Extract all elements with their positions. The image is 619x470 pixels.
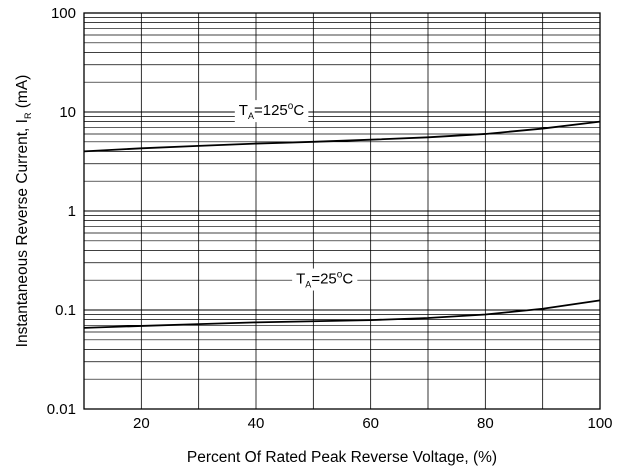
x-tick-label: 80 [477,415,494,432]
y-tick-labels: 0.01 0.1 1 10 100 [47,5,76,418]
series-label-group-1: TA=25oC [292,268,358,291]
series-curve-1 [83,299,601,329]
y-tick-label: 10 [59,104,76,121]
grid-lines [84,13,600,409]
series-label-background-0 [234,100,309,123]
x-tick-label: 60 [362,415,379,432]
series-label-0: TA=125oC [239,101,305,121]
series-label-sub: A [248,111,254,121]
series-label-background-1 [292,268,358,291]
series-label-sup: o [337,270,343,281]
series-label-unit: C [293,102,304,119]
y-tick-label: 100 [51,5,76,22]
y-tick-label: 0.01 [47,401,76,418]
x-axis-label: Percent Of Rated Peak Reverse Voltage, (… [187,449,497,466]
series-label-unit: C [342,271,353,288]
data-curves [83,120,601,329]
series-label-sup: o [288,101,294,112]
series-label-sub: A [305,280,311,290]
y-axis-label-sub: R [23,112,33,119]
y-axis-label-main: Instantaneous Reverse Current, I [14,119,31,347]
series-label-group-0: TA=125oC [234,100,309,123]
y-axis-label-unit: (mA) [14,75,31,113]
series-label-prefix: T [239,102,248,119]
x-tick-label: 100 [587,415,612,432]
y-tick-label: 1 [68,203,76,220]
series-label-1: TA=25oC [296,270,353,290]
series-label-prefix: T [296,271,305,288]
plot-frame [83,12,601,410]
x-tick-label: 40 [248,415,265,432]
series-label-value: =125 [254,102,288,119]
x-tick-labels: 20 40 60 80 100 [133,415,613,432]
y-axis-label: Instantaneous Reverse Current, IR (mA) [14,75,33,348]
series-curve-0 [83,120,601,153]
series-label-value: =25 [311,271,336,288]
x-tick-label: 20 [133,415,150,432]
y-tick-label: 0.1 [55,302,76,319]
